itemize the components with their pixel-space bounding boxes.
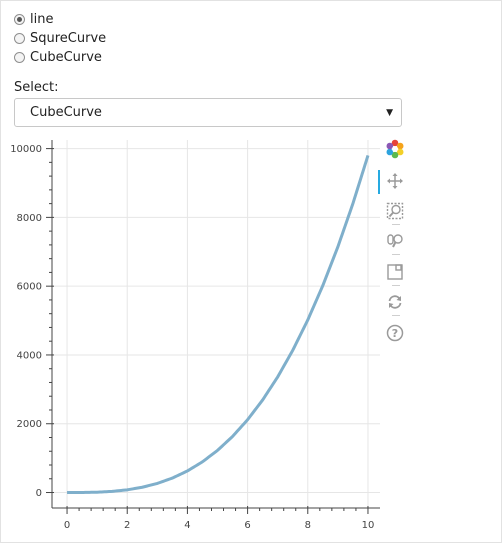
radio-label: CubeCurve [30,50,102,65]
help-icon[interactable]: ? [384,322,406,344]
plot-area [52,140,380,508]
toolbar-separator [392,224,400,225]
x-tick-label: 6 [244,520,250,531]
bokeh-logo-icon[interactable] [384,138,406,160]
reset-icon[interactable] [384,291,406,313]
x-tick-label: 10 [362,520,375,531]
y-tick-label: 4000 [17,350,42,361]
toolbar-separator [392,315,400,316]
x-tick-label: 8 [305,520,311,531]
pan-icon[interactable] [384,170,406,192]
x-tick-label: 0 [64,520,70,531]
x-tick-label: 4 [184,520,190,531]
series-line [67,155,370,495]
y-tick-label: 6000 [17,282,42,293]
toolbar-separator [392,285,400,286]
radio-option-squre-curve[interactable]: SqureCurve [14,29,106,48]
wheel-zoom-icon[interactable] [384,230,406,252]
y-tick-label: 8000 [17,213,42,224]
curve-select[interactable]: CubeCurve ▼ [14,98,402,127]
y-tick-label: 0 [36,488,42,499]
save-icon[interactable] [384,261,406,283]
radio-label: line [30,12,54,27]
chart-canvas[interactable]: 0 2 4 6 8 10 0 2000 4000 6000 8000 10000 [0,135,380,535]
select-value: CubeCurve [30,105,102,120]
axes [51,140,380,509]
grid-lines [52,140,380,508]
tick-marks [46,148,369,514]
x-tick-label: 2 [124,520,130,531]
svg-text:?: ? [392,327,398,340]
radio-label: SqureCurve [30,31,107,46]
radio-button[interactable] [14,14,25,25]
select-dropdown-arrow-icon: ▼ [386,107,393,118]
radio-option-line[interactable]: line [14,10,106,29]
y-tick-label: 2000 [17,419,42,430]
active-tool-indicator [378,170,380,194]
radio-button[interactable] [14,52,25,63]
radio-option-cube-curve[interactable]: CubeCurve [14,48,106,67]
y-tick-label: 10000 [10,144,42,155]
radio-button[interactable] [14,33,25,44]
box-zoom-icon[interactable] [384,200,406,222]
curve-radio-group: line SqureCurve CubeCurve [14,10,106,67]
tick-labels: 0 2 4 6 8 10 0 2000 4000 6000 8000 10000 [10,144,374,531]
select-label: Select: [14,80,59,95]
toolbar-separator [392,254,400,255]
